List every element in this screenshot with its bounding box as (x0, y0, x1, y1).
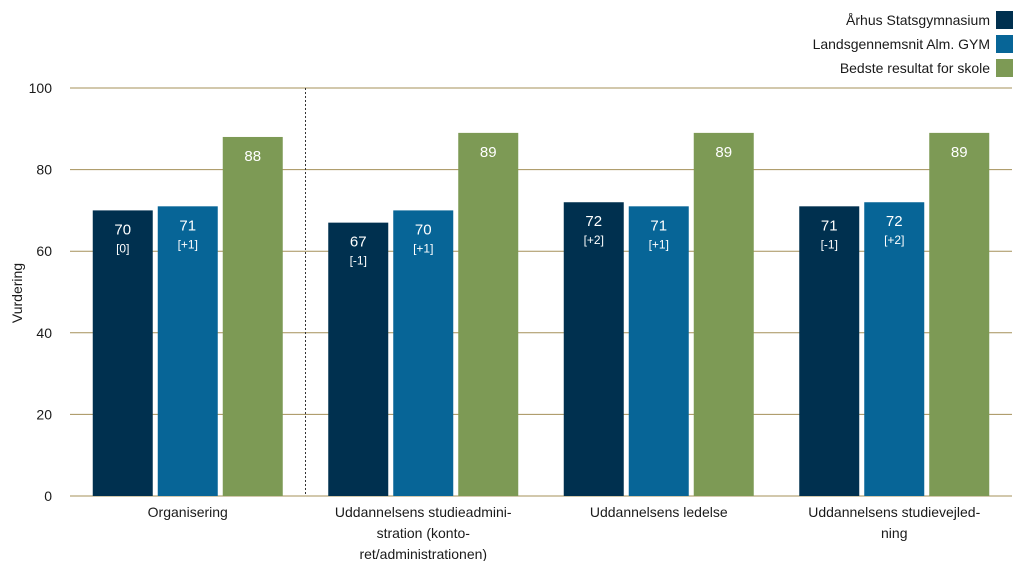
category-label: ret/administrationen) (359, 546, 487, 561)
y-tick-label: 60 (36, 243, 52, 259)
bar (563, 202, 624, 497)
bar (864, 202, 925, 497)
legend-label: Landsgennemsnit Alm. GYM (813, 36, 990, 52)
bar (929, 132, 990, 496)
y-tick-label: 20 (36, 406, 52, 422)
bar-diff-label: [+2] (884, 233, 904, 247)
category-label: Uddannelsens ledelse (590, 504, 728, 520)
y-tick-label: 40 (36, 325, 52, 341)
bar-value-label: 71 (650, 217, 667, 234)
bars: 70 [0] 71 [+1] 88 67 [-1] 70 [+1] 89 72 [+2] 71 [+1] 8… (92, 132, 990, 497)
bar-diff-label: [-1] (350, 254, 367, 268)
bar (222, 136, 283, 496)
legend-swatch (996, 11, 1013, 29)
y-axis-title: Vurdering (9, 263, 25, 323)
bar-value-label: 89 (480, 144, 497, 161)
legend-swatch (996, 35, 1013, 53)
bar (458, 132, 519, 496)
bar (328, 222, 389, 496)
bar-value-label: 88 (244, 148, 261, 165)
bar-value-label: 89 (715, 144, 732, 161)
bar (393, 210, 454, 496)
bar-value-label: 72 (886, 213, 903, 230)
bar-value-label: 70 (415, 221, 432, 238)
category-label: Uddannelsens studieadmini- (335, 504, 512, 520)
category-label: Uddannelsens studievejled- (808, 504, 980, 520)
y-tick-label: 80 (36, 162, 52, 178)
legend: Århus Statsgymnasium Landsgennemsnit Alm.… (813, 11, 1013, 77)
bar-diff-label: [+1] (413, 241, 433, 255)
y-axis-ticks: 0 20 40 60 80 100 (29, 80, 53, 504)
y-tick-label: 100 (29, 80, 53, 96)
bar-value-label: 71 (821, 217, 838, 234)
category-label: stration (konto- (377, 525, 471, 541)
bar-value-label: 67 (350, 234, 367, 251)
category-label: Organisering (148, 504, 228, 520)
legend-label: Bedste resultat for skole (840, 60, 990, 76)
y-tick-label: 0 (44, 488, 52, 504)
bar-value-label: 72 (585, 213, 602, 230)
legend-label: Århus Statsgymnasium (846, 12, 990, 28)
bar (693, 132, 754, 496)
bar (628, 206, 689, 496)
bar-diff-label: [-1] (821, 237, 838, 251)
bar-diff-label: [0] (116, 241, 129, 255)
legend-swatch (996, 59, 1013, 77)
bar (157, 206, 218, 496)
bar (799, 206, 860, 496)
bar-value-label: 89 (951, 144, 968, 161)
bar-diff-label: [+1] (649, 237, 669, 251)
bar (92, 210, 153, 496)
bar-diff-label: [+2] (584, 233, 604, 247)
category-label: ning (881, 525, 907, 541)
bar-value-label: 71 (179, 217, 196, 234)
bar-value-label: 70 (114, 221, 131, 238)
bar-diff-label: [+1] (178, 237, 198, 251)
category-labels: Organisering Uddannelsens studieadmini-st… (148, 504, 981, 561)
